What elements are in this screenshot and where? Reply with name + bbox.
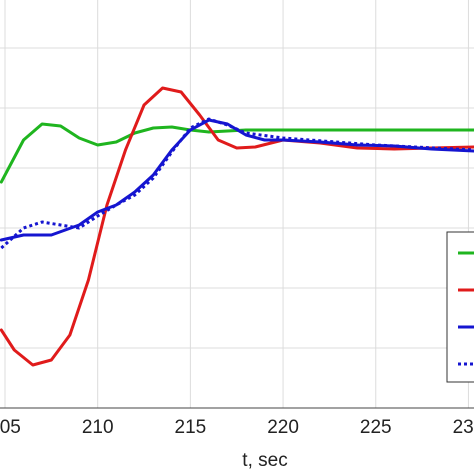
series-line (0, 122, 474, 184)
x-tick-label: 220 (267, 417, 299, 438)
legend-box (446, 231, 474, 383)
x-axis-label: t, sec (242, 450, 287, 471)
x-tick-label: 210 (82, 417, 114, 438)
x-tick-label: 230 (453, 417, 474, 438)
series-line (0, 86, 474, 367)
series-line (0, 117, 474, 250)
x-tick-label: 215 (175, 417, 207, 438)
x-tick-label: 205 (0, 417, 21, 438)
x-tick-label: 225 (360, 417, 392, 438)
